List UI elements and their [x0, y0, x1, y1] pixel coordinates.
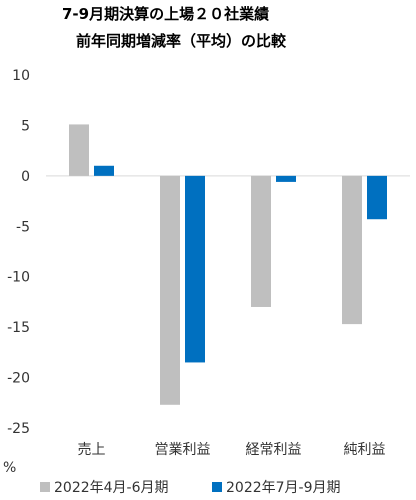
y-tick-label: -20 [7, 371, 30, 387]
bar-series-1-3 [251, 175, 271, 307]
y-tick-label: -5 [16, 219, 30, 235]
chart-title-line2: 前年同期増減率（平均）の比較 [76, 32, 287, 50]
category-labels: 売上 営業利益 経常利益 純利益 [78, 442, 386, 458]
y-axis-unit: % [3, 460, 16, 476]
category-label: 経常利益 [246, 442, 302, 458]
category-label: 営業利益 [155, 442, 211, 458]
y-tick-label: -10 [7, 270, 30, 286]
y-tick-label: 10 [12, 68, 30, 84]
y-tick-label: 5 [21, 118, 30, 134]
legend-label-series-2: 2022年7月-9月期 [226, 480, 341, 496]
bar-series-1-4 [342, 175, 362, 325]
y-axis-ticks: 10 5 0 -5 -10 -15 -20 -25 [7, 68, 30, 437]
legend-label-series-1: 2022年4月-6月期 [54, 480, 169, 496]
bars [69, 124, 387, 405]
y-tick-label: 0 [21, 169, 30, 185]
bar-series-1-1 [69, 124, 89, 176]
bar-series-2-4 [367, 175, 387, 220]
bar-series-2-3 [276, 175, 296, 182]
y-tick-label: -15 [7, 320, 30, 336]
category-label: 純利益 [344, 442, 386, 458]
bar-series-2-2 [185, 175, 205, 363]
bar-series-2-1 [94, 165, 114, 176]
category-label: 売上 [78, 442, 106, 458]
legend: 2022年4月-6月期 2022年7月-9月期 [40, 480, 341, 496]
legend-swatch-series-1 [40, 482, 50, 492]
legend-swatch-series-2 [212, 482, 222, 492]
y-tick-label: -25 [7, 421, 30, 437]
chart-title-line1: 7-9月期決算の上場２０社業績 [62, 5, 269, 23]
bar-series-1-2 [160, 175, 180, 405]
